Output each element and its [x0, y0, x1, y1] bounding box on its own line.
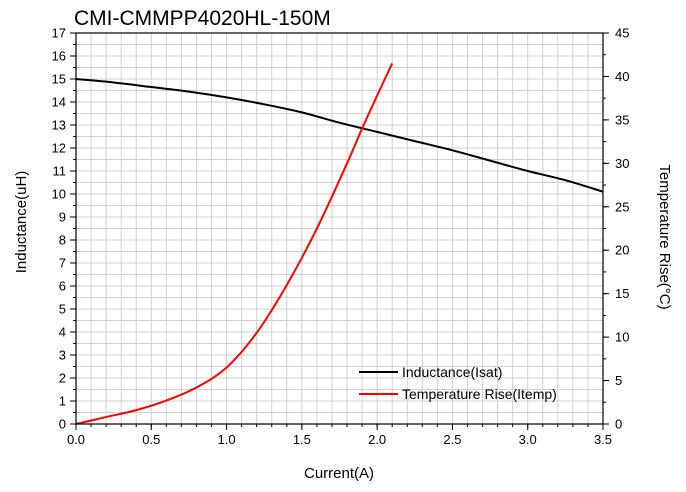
y2-tick-label: 35 [615, 112, 629, 127]
x-tick-label: 3.5 [594, 432, 612, 447]
y-tick-label: 11 [53, 164, 67, 179]
y2-tick-label: 25 [615, 199, 629, 214]
y-tick-label: 4 [59, 325, 66, 340]
grid [76, 33, 603, 424]
y-axis-label: Inductance(uH) [13, 171, 30, 274]
x-tick-label: 2.0 [368, 432, 386, 447]
y-tick-label: 12 [52, 141, 66, 156]
y-tick-label: 9 [59, 210, 66, 225]
y2-tick-label: 40 [615, 69, 629, 84]
chart-title: CMI-CMMPP4020HL-150M [74, 7, 331, 30]
y2-tick-label: 15 [615, 286, 629, 301]
y2-tick-label: 45 [615, 26, 629, 41]
x-tick-label: 0.0 [67, 432, 85, 447]
y-tick-label: 10 [52, 187, 66, 202]
x-tick-label: 2.5 [443, 432, 461, 447]
y-tick-label: 7 [59, 256, 66, 271]
y-tick-label: 8 [59, 233, 66, 248]
axis-ticks [70, 32, 609, 430]
legend-label-temperature: Temperature Rise(Itemp) [402, 386, 557, 402]
x-axis-label: Current(A) [304, 465, 374, 482]
y-tick-label: 1 [59, 394, 66, 409]
y-tick-label: 0 [59, 417, 66, 432]
series-line-inductance [75, 78, 604, 193]
y-tick-label: 17 [52, 26, 66, 41]
x-tick-label: 1.5 [293, 432, 311, 447]
y-tick-label: 3 [59, 348, 66, 363]
plot-series [75, 62, 604, 425]
y-tick-label: 14 [52, 95, 66, 110]
y2-tick-label: 30 [615, 156, 629, 171]
tick-labels: 0.0 0.5 1.0 1.5 2.0 2.5 3.0 3.50123456789101112… [52, 26, 630, 448]
y-tick-label: 15 [52, 72, 66, 87]
legend: Inductance(Isat) Temperature Rise(Itemp) [359, 364, 557, 402]
y2-tick-label: 5 [615, 373, 622, 388]
y-tick-label: 6 [59, 279, 66, 294]
x-tick-label: 3.0 [519, 432, 537, 447]
y-tick-label: 13 [52, 118, 66, 133]
y2-tick-label: 0 [615, 417, 622, 432]
x-tick-label: 0.5 [142, 432, 160, 447]
y2-tick-label: 10 [615, 330, 629, 345]
y2-axis-label: Temperature Rise(°C) [656, 164, 673, 309]
y2-tick-label: 20 [615, 243, 629, 258]
x-tick-label: 1.0 [218, 432, 236, 447]
y-tick-label: 2 [59, 371, 66, 386]
series-line-temperature [75, 62, 394, 425]
y-tick-label: 16 [52, 49, 66, 64]
legend-label-inductance: Inductance(Isat) [402, 364, 502, 380]
y-tick-label: 5 [59, 302, 66, 317]
